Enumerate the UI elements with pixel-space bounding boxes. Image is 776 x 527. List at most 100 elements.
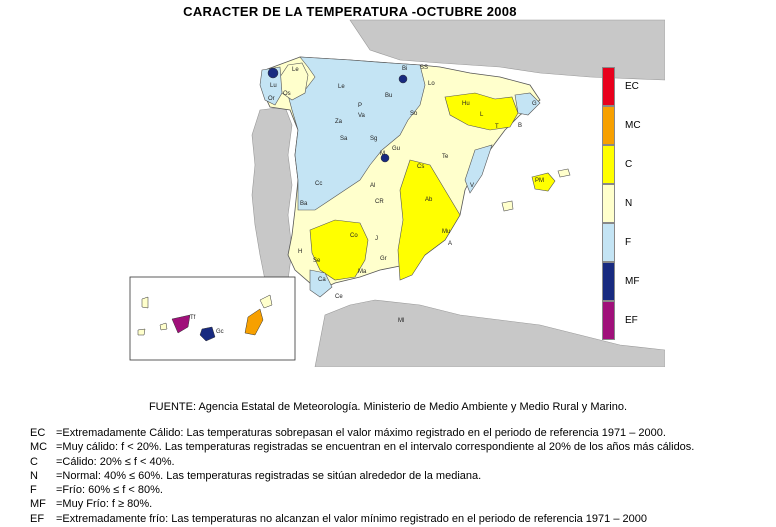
definition-row: EF =Extremadamente frío: Las temperaturas… xyxy=(30,512,694,526)
definition-text: =Muy cálido: f < 20%. Las temperaturas r… xyxy=(56,441,695,454)
africa-land xyxy=(314,299,665,367)
source-note: FUENTE: Agencia Estatal de Meteorología.… xyxy=(148,401,628,413)
map-title: CARACTER DE LA TEMPERATURA -OCTUBRE 2008 xyxy=(183,4,517,19)
very-cold-spot-bilbao xyxy=(398,74,408,84)
station-label: PM xyxy=(535,178,544,184)
station-label: Gr xyxy=(380,256,387,262)
canary-el-hierro xyxy=(137,328,146,336)
definition-code: F xyxy=(30,484,37,497)
station-label: P xyxy=(358,103,362,109)
station-label: Ce xyxy=(335,294,343,300)
legend-row-mc: MC xyxy=(602,106,662,145)
station-label: Lo xyxy=(428,81,435,87)
station-label: Al xyxy=(370,183,375,189)
definition-text: =Extremadamente Cálido: Las temperaturas… xyxy=(56,427,666,439)
legend-row-c: C xyxy=(602,145,662,184)
definitions-list: EC =Extremadamente Cálido: Las temperatur… xyxy=(30,426,694,526)
station-label: Le xyxy=(338,84,345,90)
station-label: Bu xyxy=(385,93,392,99)
legend-row-f: F xyxy=(602,223,662,262)
legend-swatch-c xyxy=(602,145,615,184)
legend-swatch-ec xyxy=(602,67,615,106)
station-label: Cc xyxy=(315,181,322,187)
station-label: Mu xyxy=(442,229,450,235)
warm-region-aragon xyxy=(444,92,519,131)
portugal-land xyxy=(251,106,293,284)
legend-label-ef: EF xyxy=(625,315,638,326)
station-label: M xyxy=(380,151,385,157)
station-label: L xyxy=(480,112,484,118)
station-label: Bi xyxy=(402,66,407,72)
station-labels: Le Os Lu Or SS Bi Le Bu Lo P Va Za Hu L … xyxy=(190,65,544,335)
definition-row: C =Cálido: 20% ≤ f < 40%. xyxy=(30,455,694,469)
station-label: Co xyxy=(350,233,358,239)
station-label: T xyxy=(495,124,499,130)
legend-label-ec: EC xyxy=(625,81,639,92)
definition-code: N xyxy=(30,469,38,482)
canary-la-palma xyxy=(141,296,149,309)
definition-text: =Normal: 40% ≤ 60%. Las temperaturas reg… xyxy=(56,469,482,482)
station-label: Os xyxy=(283,91,291,97)
cold-region-cadiz xyxy=(309,269,333,298)
legend-row-ec: EC xyxy=(602,67,662,106)
definition-code: EC xyxy=(30,427,46,439)
legend-row-n: N xyxy=(602,184,662,223)
station-label: Sg xyxy=(370,136,377,142)
station-label: G xyxy=(532,101,537,107)
station-label: Hu xyxy=(462,101,470,107)
station-label: Ml xyxy=(398,318,404,324)
balearic-mallorca xyxy=(531,172,556,192)
station-label: Le xyxy=(292,67,299,73)
canary-tenerife xyxy=(171,314,191,334)
station-label: Ab xyxy=(425,197,433,203)
station-label: V xyxy=(470,183,474,189)
very-cold-spot-madrid xyxy=(380,153,390,163)
station-label: Ca xyxy=(318,277,326,283)
definition-text: =Extremadamente frío: Las temperaturas n… xyxy=(56,512,647,525)
canary-lanzarote xyxy=(259,294,273,309)
very-cold-spot-coruna xyxy=(267,67,279,79)
definition-row: MF =Muy Frío: f ≥ 80%. xyxy=(30,497,694,511)
definition-row: N =Normal: 40% ≤ 60%. Las temperaturas re… xyxy=(30,469,694,483)
definition-row: F =Frío: 60% ≤ f < 80%. xyxy=(30,483,694,497)
france-land xyxy=(349,19,665,81)
station-label: Ba xyxy=(300,201,308,207)
station-label: Tf xyxy=(190,315,196,321)
station-label: Se xyxy=(313,258,321,264)
canary-inset-frame xyxy=(129,276,296,361)
station-label: So xyxy=(410,111,418,117)
legend-row-ef: EF xyxy=(602,301,662,340)
legend-label-mf: MF xyxy=(625,276,640,287)
canary-fuerteventura xyxy=(244,308,264,336)
station-label: Cs xyxy=(417,164,424,170)
temperature-map: Le Os Lu Or SS Bi Le Bu Lo P Va Za Hu L … xyxy=(129,19,665,367)
station-label: Za xyxy=(335,119,343,125)
cold-region-east xyxy=(464,144,493,194)
station-label: Va xyxy=(358,113,366,119)
definition-text: =Cálido: 20% ≤ f < 40%. xyxy=(56,455,175,468)
legend: EC MC C N F MF EF xyxy=(602,67,662,340)
legend-swatch-ef xyxy=(602,301,615,340)
station-label: Ma xyxy=(358,269,367,275)
station-label: Gc xyxy=(216,329,224,335)
legend-swatch-f xyxy=(602,223,615,262)
canary-la-gomera xyxy=(159,322,168,331)
legend-label-f: F xyxy=(625,237,632,248)
balearic-menorca xyxy=(557,168,571,178)
station-label: H xyxy=(298,249,302,255)
canary-gran-canaria xyxy=(199,326,216,342)
station-label: B xyxy=(518,123,522,129)
legend-label-mc: MC xyxy=(625,120,641,131)
station-label: Te xyxy=(442,154,449,160)
warm-region-andalusia xyxy=(309,219,369,281)
station-label: Sa xyxy=(340,136,348,142)
cold-region-girona xyxy=(514,92,541,116)
station-label: A xyxy=(448,241,452,247)
legend-label-n: N xyxy=(625,198,633,209)
station-label: J xyxy=(375,236,378,242)
definition-row: EC =Extremadamente Cálido: Las temperatur… xyxy=(30,426,694,440)
legend-row-mf: MF xyxy=(602,262,662,301)
balearic-ibiza xyxy=(501,200,514,212)
definition-code: C xyxy=(30,455,38,468)
legend-swatch-n xyxy=(602,184,615,223)
